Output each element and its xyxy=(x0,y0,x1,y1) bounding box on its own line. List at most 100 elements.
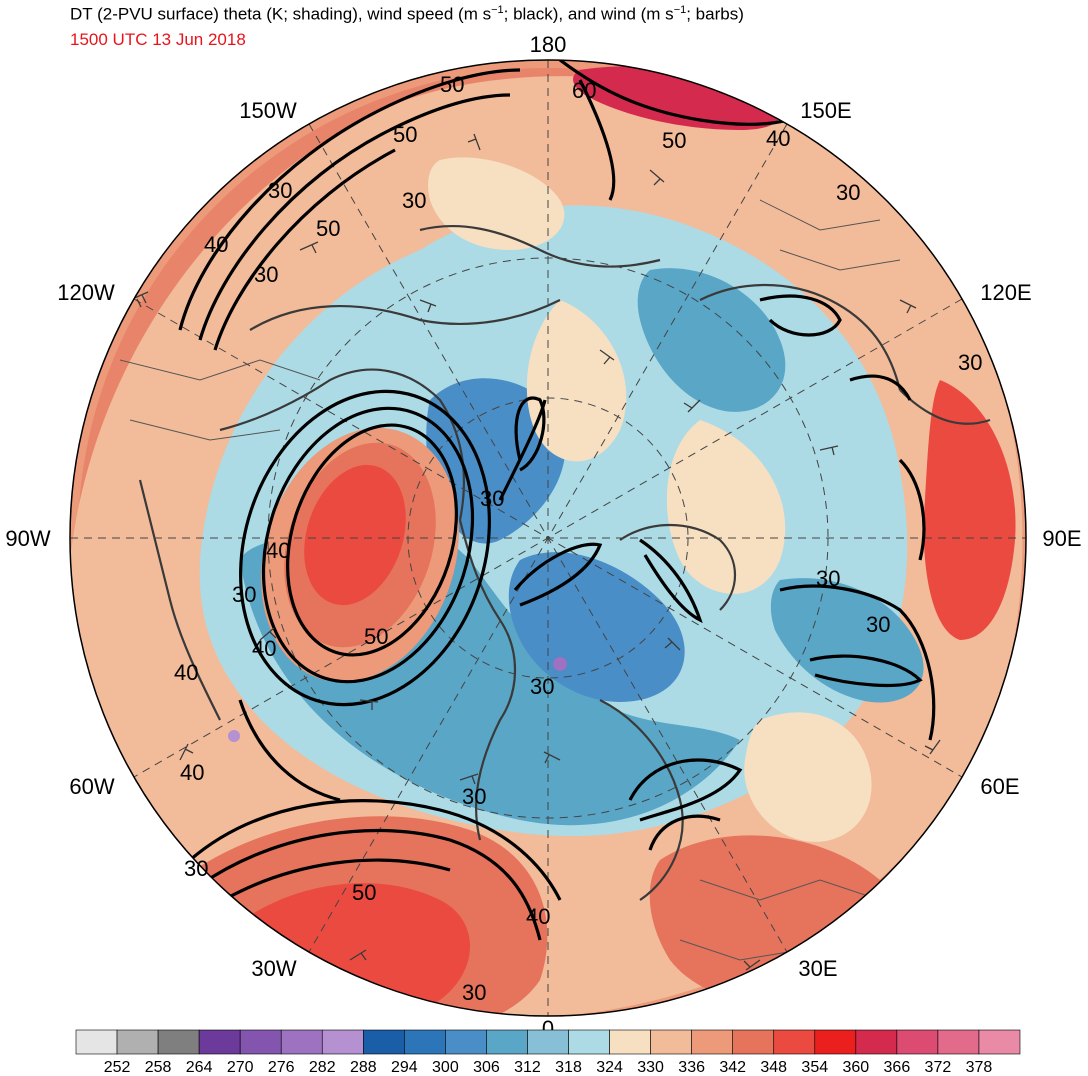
colorbar-bin xyxy=(732,1029,775,1055)
colorbar-bin xyxy=(814,1029,857,1055)
colorbar-tick-label: 282 xyxy=(309,1059,336,1076)
title-mid: ; black), and wind (m s xyxy=(503,4,674,24)
contour-label: 30 xyxy=(480,486,504,511)
colorbar-tick-label: 270 xyxy=(227,1059,254,1076)
colorbar-tick-label: 276 xyxy=(268,1059,295,1076)
lon-label-120e: 120E xyxy=(980,280,1031,305)
contour-labels: 50 50 60 50 40 30 30 50 30 40 30 30 30 4… xyxy=(174,72,982,1005)
contour-label: 40 xyxy=(526,904,550,929)
contour-label: 30 xyxy=(254,262,278,287)
colorbar-bin xyxy=(363,1029,405,1055)
contour-label: 30 xyxy=(816,566,840,591)
contour-label: 30 xyxy=(866,612,890,637)
colorbar-tick-label: 300 xyxy=(432,1059,459,1076)
colorbar-tick-label: 354 xyxy=(801,1059,828,1076)
title-suffix: ; barbs) xyxy=(686,4,744,24)
colorbar-bin xyxy=(937,1029,980,1055)
colorbar-tick-label: 252 xyxy=(104,1059,131,1076)
colorbar-tick-label: 360 xyxy=(842,1059,869,1076)
colorbar-bin xyxy=(527,1029,569,1055)
chart-title: DT (2-PVU surface) theta (K; shading), w… xyxy=(70,4,744,25)
lon-label-90e: 90E xyxy=(1042,526,1081,551)
contour-label: 40 xyxy=(766,126,790,151)
contour-label: 30 xyxy=(184,856,208,881)
colorbar-bin xyxy=(855,1029,898,1055)
colorbar-tick-label: 366 xyxy=(884,1059,911,1076)
contour-label: 30 xyxy=(462,980,486,1005)
colorbar-tick-label: 288 xyxy=(350,1059,377,1076)
contour-label: 30 xyxy=(268,178,292,203)
lon-label-150e: 150E xyxy=(800,98,851,123)
contour-label: 30 xyxy=(232,582,256,607)
lon-label-60w: 60W xyxy=(69,774,114,799)
colorbar-bin xyxy=(609,1029,651,1055)
graticule xyxy=(70,60,1026,1016)
contour-label: 50 xyxy=(662,128,686,153)
contour-label: 60 xyxy=(572,78,596,103)
contour-label: 40 xyxy=(174,660,198,685)
contour-label: 30 xyxy=(836,180,860,205)
contour-label: 30 xyxy=(462,784,486,809)
contour-label: 40 xyxy=(204,232,228,257)
colorbar-bin xyxy=(157,1029,200,1055)
colorbar-bin xyxy=(691,1029,733,1055)
contour-label: 30 xyxy=(958,350,982,375)
contour-label: 40 xyxy=(180,760,204,785)
colorbar-bin xyxy=(773,1029,816,1055)
colorbar-tick-label: 324 xyxy=(596,1059,623,1076)
colorbar-tick-label: 264 xyxy=(186,1059,213,1076)
lon-label-30e: 30E xyxy=(798,956,837,981)
contour-label: 30 xyxy=(402,188,426,213)
colorbar-tick-label: 312 xyxy=(514,1059,541,1076)
valid-time: 1500 UTC 13 Jun 2018 xyxy=(70,30,246,49)
contour-label: 50 xyxy=(316,216,340,241)
contour-label: 40 xyxy=(266,538,290,563)
contour-label: 50 xyxy=(440,72,464,97)
colorbar-bin xyxy=(321,1029,364,1055)
colorbar-tick-label: 294 xyxy=(391,1059,418,1076)
colorbar-bin xyxy=(239,1029,282,1055)
colorbar-bin xyxy=(568,1029,610,1055)
colorbar-tick-label: 318 xyxy=(555,1059,582,1076)
title-sup-2: −1 xyxy=(673,4,687,16)
lon-label-30w: 30W xyxy=(251,956,296,981)
colorbar-tick-label: 258 xyxy=(145,1059,172,1076)
wind-barbs xyxy=(129,133,941,971)
wind-speed-contours xyxy=(178,60,936,941)
colorbar-bin xyxy=(445,1029,487,1055)
title-prefix: DT (2-PVU surface) theta (K; shading), w… xyxy=(70,4,492,24)
colorbar-bin xyxy=(280,1029,323,1055)
colorbar-bin xyxy=(404,1029,446,1055)
colorbar-bin xyxy=(116,1029,159,1055)
colorbar-tick-label: 330 xyxy=(637,1059,664,1076)
colorbar-bin xyxy=(650,1029,692,1055)
colorbar-tick-label: 372 xyxy=(925,1059,952,1076)
map-boundary xyxy=(69,59,1027,1017)
lon-label-120w: 120W xyxy=(57,280,115,305)
contour-label: 50 xyxy=(352,880,376,905)
contour-label: 30 xyxy=(530,674,554,699)
colorbar-bin xyxy=(978,1029,1021,1055)
lon-label-90w: 90W xyxy=(5,526,50,551)
longitude-labels: 180 150W 150E 120W 120E 90W 90E 60W 60E … xyxy=(5,32,1081,1041)
lon-label-180: 180 xyxy=(530,32,567,57)
contour-label: 40 xyxy=(252,636,276,661)
colorbar-tick-label: 336 xyxy=(678,1059,705,1076)
colorbar-bin xyxy=(896,1029,939,1055)
lon-label-60e: 60E xyxy=(980,774,1019,799)
title-sup-1: −1 xyxy=(491,4,504,16)
contour-label: 50 xyxy=(393,122,417,147)
colorbar: 252 258 264 270 276 282 288 294 300 306 312 318 324 3… xyxy=(75,1029,1021,1076)
colorbar-bin xyxy=(198,1029,241,1055)
borders xyxy=(119,199,901,961)
colorbar-tick-label: 306 xyxy=(473,1059,500,1076)
colorbar-tick-label: 348 xyxy=(760,1059,787,1076)
lon-label-150w: 150W xyxy=(239,98,297,123)
colorbar-bin xyxy=(75,1029,118,1055)
colorbar-bin xyxy=(486,1029,528,1055)
coastlines xyxy=(138,224,991,901)
colorbar-tick-label: 378 xyxy=(966,1059,993,1076)
contour-label: 50 xyxy=(364,624,388,649)
colorbar-tick-label: 342 xyxy=(719,1059,746,1076)
